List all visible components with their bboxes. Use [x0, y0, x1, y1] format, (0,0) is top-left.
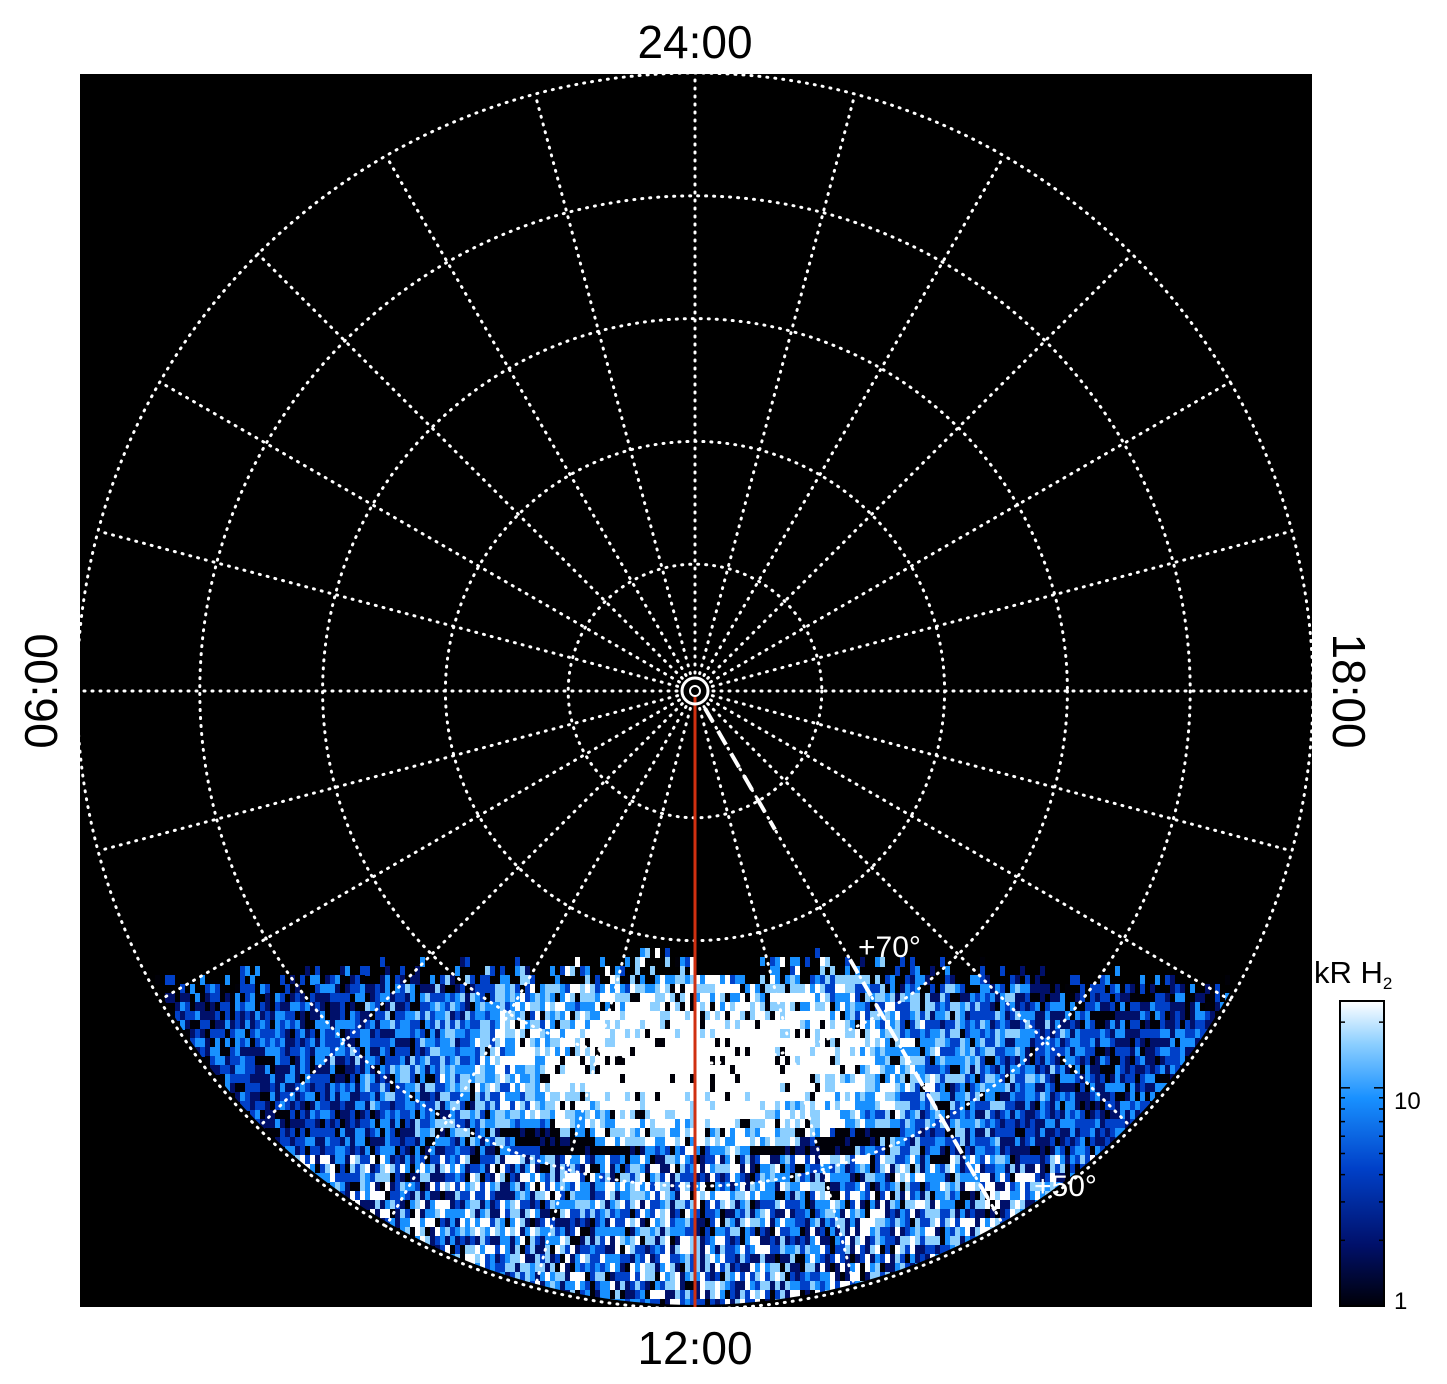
colorbar-title-main: kR H [1314, 955, 1383, 990]
local-time-label-top: 24:00 [637, 16, 752, 68]
latitude-label-50: +50° [1034, 1170, 1097, 1203]
pole-marker [680, 676, 710, 706]
emission-intensity-map [155, 948, 1230, 1305]
colorbar-ticks [1340, 1021, 1384, 1307]
local-time-label-left: 06:00 [15, 633, 67, 748]
colorbar-title-subscript: 2 [1383, 974, 1392, 993]
colorbar-tick-label-1: 1 [1394, 1288, 1407, 1315]
dashed-meridian-line [848, 958, 997, 1212]
latitude-label-70: +70° [858, 931, 921, 964]
colorbar-title: kR H2 [1314, 955, 1392, 993]
local-time-label-right: 18:00 [1323, 633, 1375, 748]
local-time-label-bottom: 12:00 [637, 1322, 752, 1374]
colorbar: kR H2 10 1 [1314, 955, 1421, 1315]
reference-lines [693, 697, 997, 1307]
dashed-meridian-line [703, 707, 777, 831]
colorbar-ramp [1339, 1000, 1385, 1307]
colorbar-tick-label-10: 10 [1394, 1088, 1421, 1115]
